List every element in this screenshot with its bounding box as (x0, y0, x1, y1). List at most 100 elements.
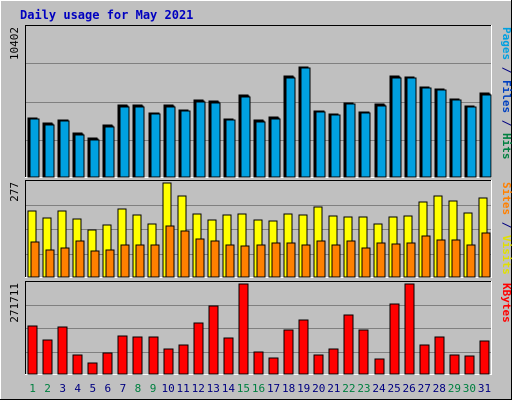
bar-pages-day-11 (180, 110, 191, 178)
x-tick-label: 5 (89, 382, 96, 395)
bar-sites-day-2 (45, 249, 55, 278)
bar-sites-day-22 (346, 240, 356, 278)
bar-kbytes-day-27 (419, 344, 430, 375)
bar-pages-day-27 (421, 87, 432, 178)
bar-pages-day-18 (285, 77, 296, 178)
x-tick-label: 31 (478, 382, 491, 395)
bar-kbytes-day-31 (479, 340, 490, 375)
bar-pages-day-13 (210, 102, 221, 178)
x-tick-label: 22 (342, 382, 355, 395)
bar-kbytes-day-28 (434, 336, 445, 375)
bar-pages-day-28 (436, 89, 447, 178)
bar-pages-day-4 (74, 134, 85, 178)
bar-sites-day-16 (256, 244, 266, 278)
bar-kbytes-day-22 (343, 314, 354, 375)
bar-kbytes-day-21 (328, 348, 339, 375)
x-tick-label: 20 (312, 382, 325, 395)
panel-visits-scale-label: 277 (8, 182, 21, 202)
bar-kbytes-day-7 (117, 335, 128, 375)
bar-kbytes-day-26 (404, 283, 415, 375)
bar-sites-day-24 (376, 242, 386, 278)
x-tick-label: 8 (135, 382, 142, 395)
x-tick-label: 23 (357, 382, 370, 395)
x-tick-label: 26 (403, 382, 416, 395)
x-tick-label: 3 (59, 382, 66, 395)
panel-hits-scale-label: 10402 (8, 27, 21, 60)
chart-title: Daily usage for May 2021 (20, 8, 193, 22)
panel-visits-bars (27, 182, 491, 278)
x-tick-label: 27 (418, 382, 431, 395)
bar-kbytes-day-1 (27, 325, 38, 375)
x-tick-label: 6 (105, 382, 112, 395)
bar-sites-day-15 (240, 245, 250, 278)
panel-kbytes-legend: KBytes (500, 283, 512, 323)
legend-entry: Visits (500, 235, 512, 275)
bar-sites-day-3 (60, 247, 70, 278)
x-tick-label: 11 (177, 382, 190, 395)
legend-entry: Pages (500, 27, 512, 60)
x-tick-label: 17 (267, 382, 280, 395)
bar-kbytes-day-4 (72, 354, 83, 375)
panel-kbytes-bars (27, 283, 490, 375)
panel-visits-legend: Sites / Visits (500, 182, 512, 275)
legend-entry: / (500, 60, 512, 80)
bar-pages-day-8 (134, 106, 145, 178)
bar-sites-day-23 (361, 247, 371, 278)
bar-kbytes-day-13 (208, 305, 219, 375)
bar-sites-day-9 (150, 244, 160, 278)
bar-kbytes-day-20 (313, 354, 324, 375)
bar-pages-day-5 (89, 139, 100, 178)
bar-kbytes-day-25 (389, 303, 400, 375)
bar-kbytes-day-3 (57, 326, 68, 375)
bar-pages-day-2 (44, 124, 55, 178)
bar-sites-day-1 (30, 241, 40, 278)
bar-sites-day-20 (316, 240, 326, 278)
x-tick-label: 4 (74, 382, 81, 395)
panel-hits-legend: Pages / Files / Hits (500, 27, 512, 160)
panel-kbytes-scale-label: 271711 (8, 283, 21, 323)
panel-visits: 277 Sites / Visits (8, 180, 512, 278)
bar-kbytes-day-18 (283, 329, 294, 375)
bar-pages-day-12 (195, 101, 206, 178)
bar-sites-day-13 (210, 240, 220, 278)
bar-pages-day-26 (406, 77, 417, 178)
bar-pages-day-24 (376, 105, 387, 178)
bar-sites-day-27 (421, 235, 431, 278)
x-tick-label: 15 (237, 382, 250, 395)
bar-sites-day-31 (481, 232, 491, 278)
panel-hits: 10402 Pages / Files / Hits (8, 25, 512, 178)
bar-pages-day-16 (255, 121, 266, 178)
bar-kbytes-day-15 (238, 283, 249, 375)
bar-sites-day-18 (286, 242, 296, 278)
bar-kbytes-day-11 (178, 344, 189, 375)
bar-pages-day-29 (451, 99, 462, 178)
bar-pages-day-25 (391, 77, 402, 178)
bar-kbytes-day-14 (223, 337, 234, 375)
x-tick-label: 13 (207, 382, 220, 395)
x-tick-label: 9 (150, 382, 157, 395)
bar-sites-day-12 (195, 238, 205, 278)
bar-pages-day-21 (330, 114, 341, 178)
bar-sites-day-8 (135, 244, 145, 278)
bar-pages-day-30 (466, 106, 477, 178)
bar-sites-day-17 (271, 242, 281, 278)
bar-sites-day-28 (436, 239, 446, 278)
legend-entry: Sites (500, 182, 512, 215)
bar-pages-day-9 (150, 113, 161, 178)
bar-sites-day-25 (391, 243, 401, 278)
bar-kbytes-day-10 (163, 348, 174, 375)
bar-pages-day-15 (240, 96, 251, 178)
bar-sites-day-21 (331, 244, 341, 278)
bar-pages-day-19 (300, 67, 311, 178)
x-tick-label: 12 (192, 382, 205, 395)
x-tick-label: 29 (448, 382, 461, 395)
legend-entry: Hits (500, 133, 512, 160)
panel-kbytes: 271711 KBytes (8, 281, 512, 375)
x-tick-label: 28 (433, 382, 446, 395)
bar-sites-day-30 (466, 244, 476, 278)
bar-pages-day-10 (165, 106, 176, 178)
bar-pages-day-1 (29, 118, 40, 178)
x-tick-label: 18 (282, 382, 295, 395)
